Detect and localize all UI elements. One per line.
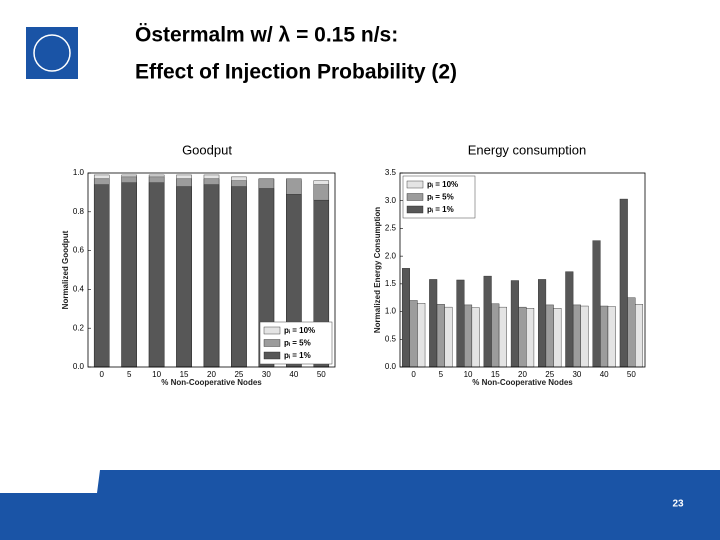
y-tick-label: 0.5 <box>385 334 397 343</box>
slide-title: Effect of Injection Probability (2) <box>135 61 457 84</box>
legend-label: pᵢ = 5% <box>427 193 454 202</box>
y-tick-label: 2.0 <box>385 251 397 260</box>
bar <box>592 240 601 368</box>
bar <box>619 198 628 368</box>
bar <box>553 308 562 368</box>
y-tick-label: 0.2 <box>73 323 85 332</box>
y-tick-label: 0.0 <box>385 362 397 371</box>
caption: Goodput <box>182 142 232 157</box>
x-tick-label: 0 <box>99 370 104 379</box>
bar <box>429 279 438 368</box>
y-tick-label: 1.0 <box>73 168 85 177</box>
y-axis-label: Normalized Goodput <box>61 230 70 309</box>
x-tick-label: 50 <box>317 370 326 379</box>
x-tick-label: 15 <box>180 370 189 379</box>
bar <box>600 305 609 368</box>
x-tick-label: 25 <box>234 370 243 379</box>
x-tick-label: 30 <box>572 370 581 379</box>
plot-frame <box>87 172 336 368</box>
bar <box>203 184 220 368</box>
plot-frame <box>399 172 646 368</box>
x-axis-label: % Non-Cooperative Nodes <box>161 378 262 387</box>
bar <box>231 186 247 368</box>
x-tick-label: 20 <box>207 370 216 379</box>
bar <box>464 304 473 368</box>
slide-title: Östermalm w/ λ = 0.15 n/s: <box>135 24 398 47</box>
bar <box>436 304 445 368</box>
y-axis-label: Normalized Energy Consumption <box>373 207 382 333</box>
legend-label: pᵢ = 1% <box>427 205 454 214</box>
x-tick-label: 10 <box>464 370 473 379</box>
bar <box>444 306 453 368</box>
y-tick-label: 3.0 <box>385 196 397 205</box>
bar <box>121 182 137 368</box>
legend-label: pᵢ = 10% <box>284 326 315 335</box>
caption: Energy consumption <box>468 142 587 157</box>
x-tick-label: 40 <box>600 370 609 379</box>
bar <box>607 306 616 368</box>
bar <box>491 303 500 368</box>
x-tick-label: 20 <box>518 370 527 379</box>
legend-swatch <box>406 193 424 201</box>
bar <box>518 306 527 368</box>
bar <box>510 280 519 368</box>
y-tick-label: 0.0 <box>73 362 85 371</box>
x-axis-label: % Non-Cooperative Nodes <box>472 378 573 387</box>
y-tick-label: 2.5 <box>385 224 397 233</box>
page-number: 23 <box>672 499 684 510</box>
x-tick-label: 40 <box>289 370 298 379</box>
bar <box>572 304 581 368</box>
x-tick-label: 50 <box>627 370 636 379</box>
y-tick-label: 1.5 <box>385 279 397 288</box>
bar <box>627 297 636 368</box>
bar <box>176 186 192 368</box>
x-tick-label: 5 <box>127 370 132 379</box>
logo-ring <box>33 34 71 72</box>
bar <box>526 308 535 368</box>
bar <box>580 305 589 368</box>
footer-band <box>0 470 720 540</box>
bar <box>545 304 554 368</box>
legend-swatch <box>406 205 424 214</box>
bar <box>635 304 644 368</box>
bar <box>417 303 426 368</box>
bar <box>483 275 492 368</box>
x-tick-label: 5 <box>439 370 444 379</box>
legend-label: pᵢ = 1% <box>284 351 311 360</box>
legend-label: pᵢ = 5% <box>284 339 311 348</box>
x-tick-label: 0 <box>411 370 416 379</box>
bar <box>471 307 480 368</box>
bar <box>148 182 165 368</box>
bar <box>498 306 507 368</box>
x-tick-label: 15 <box>491 370 500 379</box>
y-tick-label: 0.4 <box>73 285 85 294</box>
bar <box>409 300 418 368</box>
bar <box>565 271 574 368</box>
legend-label: pᵢ = 10% <box>427 180 458 189</box>
legend-swatch <box>263 351 281 360</box>
y-tick-label: 0.8 <box>73 207 85 216</box>
x-tick-label: 25 <box>545 370 554 379</box>
bar <box>401 268 410 368</box>
legend-swatch <box>406 180 424 189</box>
bar <box>456 279 465 368</box>
y-tick-label: 3.5 <box>385 168 397 177</box>
y-tick-label: 0.6 <box>73 246 85 255</box>
legend-swatch <box>263 339 281 347</box>
x-tick-label: 30 <box>262 370 271 379</box>
bar <box>93 184 110 368</box>
legend-swatch <box>263 326 281 335</box>
bar <box>538 279 547 368</box>
y-tick-label: 1.0 <box>385 307 397 316</box>
x-tick-label: 10 <box>152 370 161 379</box>
